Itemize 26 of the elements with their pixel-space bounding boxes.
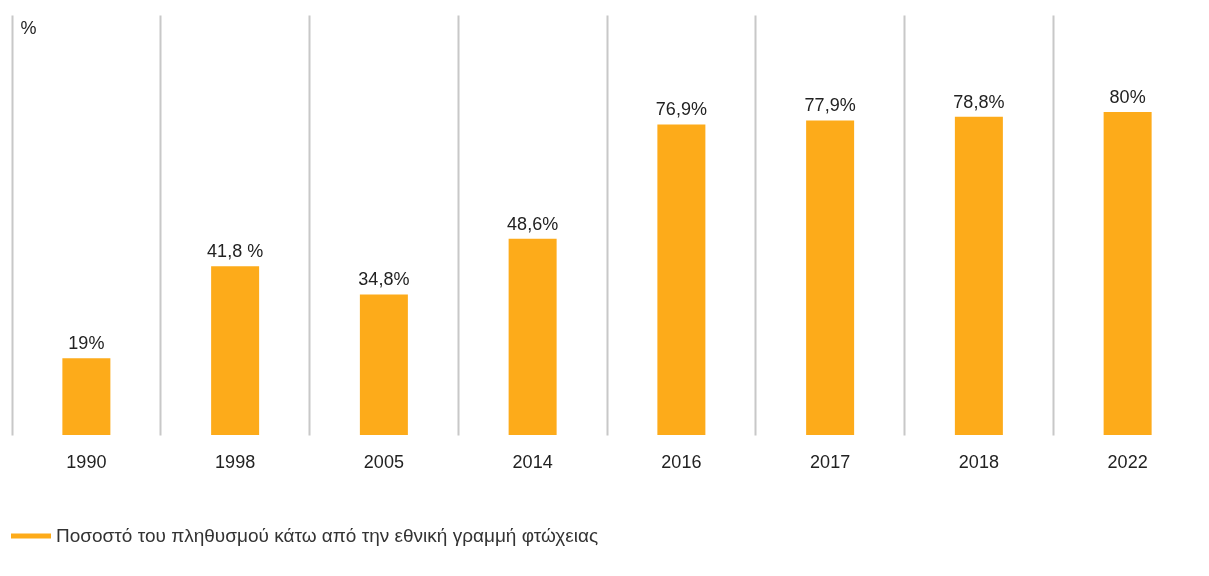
y-axis-title: % — [20, 17, 37, 38]
x-tick-label: 2005 — [363, 451, 404, 472]
data-label: 80% — [1109, 86, 1146, 107]
x-tick-label: 2018 — [958, 451, 999, 472]
bar — [359, 294, 408, 435]
x-tick-label: 1998 — [215, 451, 256, 472]
x-tick-label: 1990 — [66, 451, 107, 472]
x-tick-label: 2017 — [810, 451, 851, 472]
bar — [211, 266, 260, 435]
legend-label: Ποσοστό του πληθυσμού κάτω από την εθνική γραμμή φτώχειας — [56, 525, 599, 546]
bar — [657, 124, 706, 435]
bar — [806, 120, 855, 435]
x-tick-label: 2022 — [1107, 451, 1148, 472]
x-tick-label: 2016 — [661, 451, 702, 472]
data-label: 77,9% — [804, 95, 856, 116]
x-tick-label: 2014 — [512, 451, 553, 472]
bar — [508, 238, 557, 435]
bar — [954, 116, 1003, 435]
bar — [1103, 111, 1152, 435]
data-label: 41,8 % — [207, 241, 264, 262]
data-label: 76,9% — [655, 99, 707, 120]
data-label: 78,8% — [953, 91, 1005, 112]
data-label: 34,8% — [358, 269, 410, 290]
bar — [62, 358, 111, 435]
data-label: 48,6% — [507, 213, 559, 234]
data-label: 19% — [68, 333, 105, 354]
